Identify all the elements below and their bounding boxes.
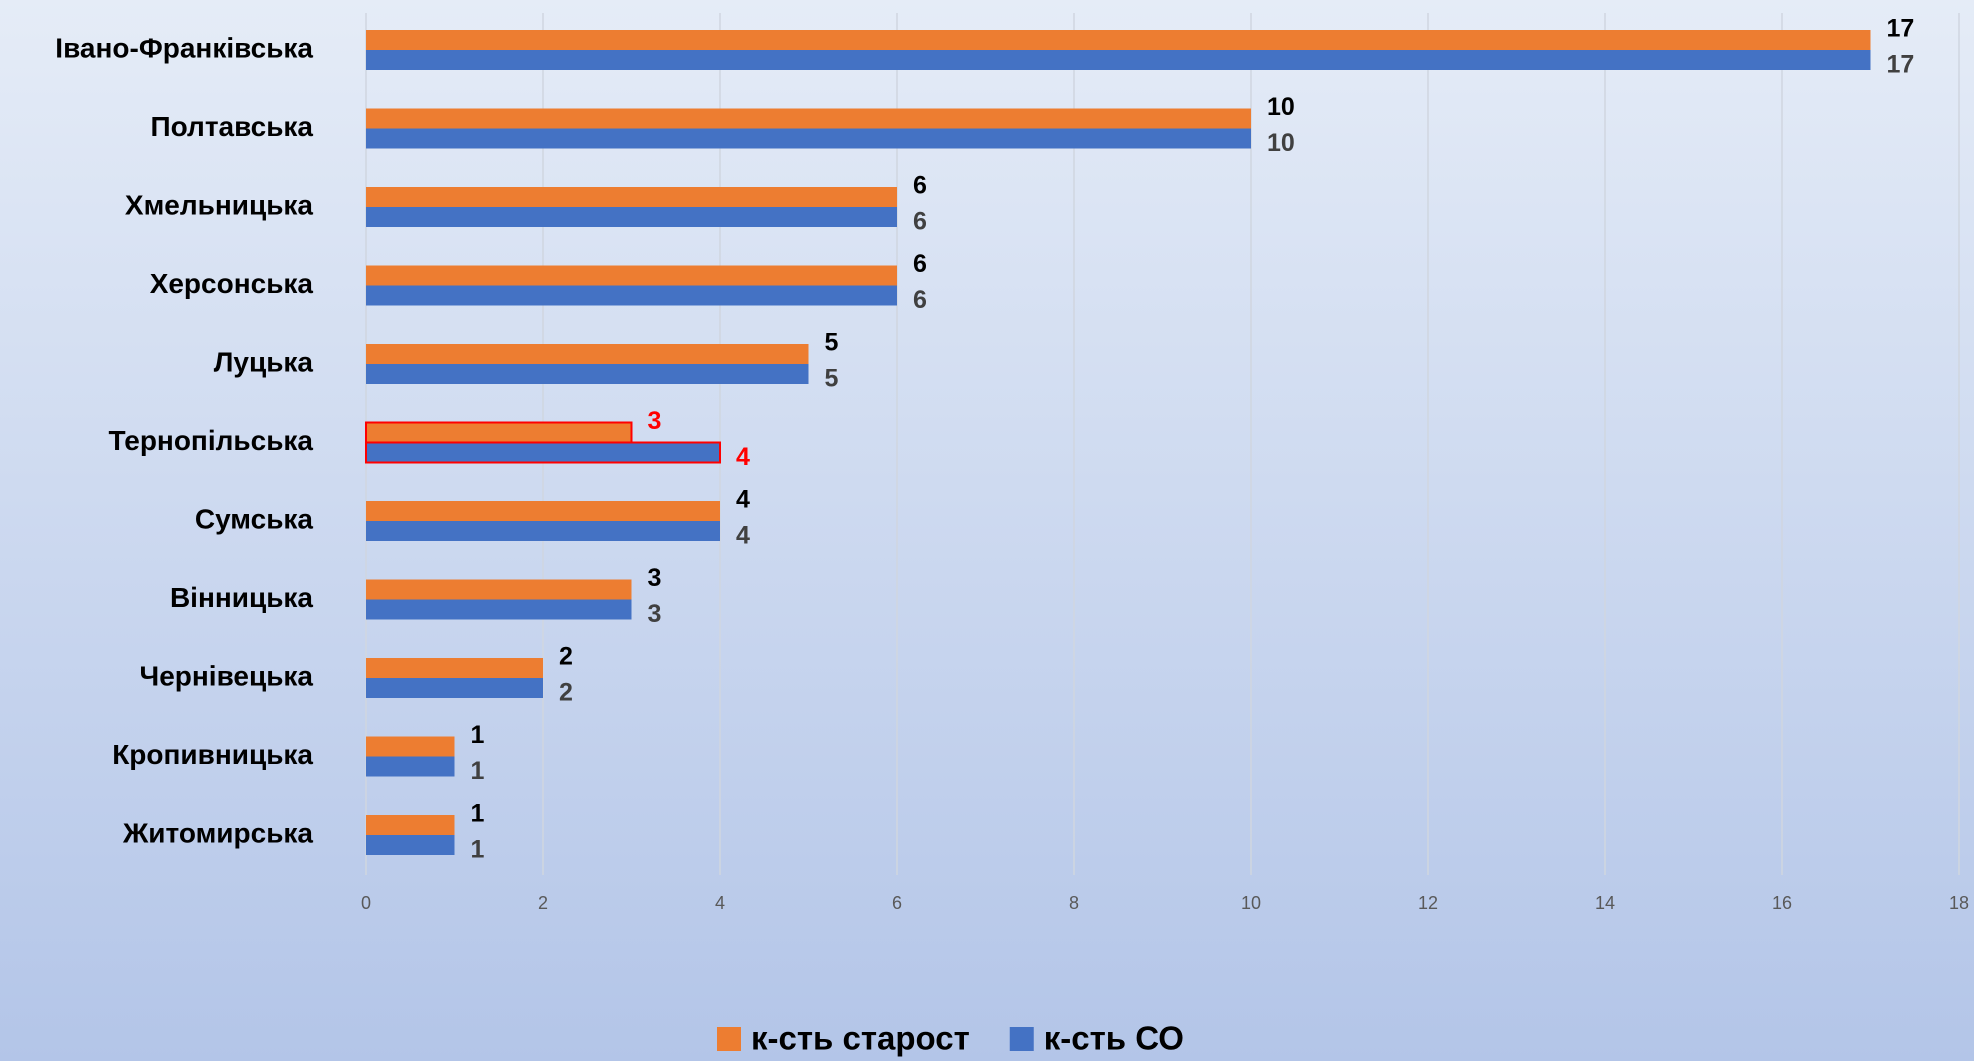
legend-label: к-сть СО: [1044, 1020, 1184, 1057]
value-label: 6: [913, 250, 927, 278]
value-label: 3: [648, 600, 662, 628]
bar: [366, 815, 455, 835]
value-label: 5: [825, 329, 839, 357]
bar: [365, 421, 633, 444]
category-label: Івано-Франківська: [55, 32, 313, 63]
bar: [366, 108, 1251, 129]
category-label: Кропивницька: [112, 739, 313, 770]
bar: [366, 579, 632, 600]
bar: [366, 364, 809, 384]
category-label: Хмельницька: [125, 189, 314, 220]
bar: [366, 30, 1871, 50]
value-label: 10: [1267, 93, 1295, 121]
x-tick-label: 10: [1241, 893, 1261, 913]
category-label: Херсонська: [150, 268, 314, 299]
value-label: 1: [471, 800, 485, 828]
value-label: 5: [825, 365, 839, 393]
x-tick-label: 16: [1772, 893, 1792, 913]
x-tick-label: 4: [715, 893, 725, 913]
value-label: 10: [1267, 129, 1295, 157]
legend-swatch: [1009, 1027, 1034, 1051]
x-tick-label: 14: [1595, 893, 1615, 913]
value-label: 17: [1887, 51, 1915, 79]
category-label: Сумська: [195, 503, 314, 534]
value-label: 6: [913, 172, 927, 200]
category-label: Луцька: [214, 346, 314, 377]
legend-label: к-сть старост: [751, 1020, 970, 1057]
value-label: 3: [648, 407, 662, 435]
x-tick-label: 12: [1418, 893, 1438, 913]
x-tick-label: 18: [1949, 893, 1969, 913]
bar: [366, 599, 632, 620]
value-label: 17: [1887, 15, 1915, 43]
bar: [366, 736, 455, 757]
value-label: 1: [471, 836, 485, 864]
bar: [366, 50, 1871, 70]
value-label: 1: [471, 721, 485, 749]
x-tick-label: 0: [361, 893, 371, 913]
bar: [366, 207, 897, 227]
bar: [365, 441, 721, 464]
legend-swatch: [717, 1027, 741, 1051]
bar: [366, 678, 543, 698]
category-label: Полтавська: [151, 111, 314, 142]
value-label: 6: [913, 286, 927, 314]
bar: [366, 658, 543, 678]
bar: [366, 285, 897, 306]
bar: [366, 756, 455, 777]
value-label: 1: [471, 757, 485, 785]
category-label: Тернопільська: [109, 425, 314, 456]
category-label: Житомирська: [122, 817, 313, 848]
value-label: 6: [913, 208, 927, 236]
category-label: Вінницька: [170, 582, 313, 613]
value-label: 2: [559, 643, 573, 671]
bar: [366, 501, 720, 521]
bar: [366, 265, 897, 286]
bar: [366, 187, 897, 207]
bar: [366, 835, 455, 855]
bar: [366, 344, 809, 364]
value-label: 4: [736, 443, 750, 471]
value-label: 4: [736, 522, 750, 550]
x-tick-label: 6: [892, 893, 902, 913]
value-label: 2: [559, 679, 573, 707]
value-label: 3: [648, 564, 662, 592]
category-label: Чернівецька: [140, 660, 314, 691]
value-label: 4: [736, 486, 750, 514]
x-tick-label: 2: [538, 893, 548, 913]
bar: [366, 128, 1251, 149]
x-tick-label: 8: [1069, 893, 1079, 913]
bar: [366, 521, 720, 541]
